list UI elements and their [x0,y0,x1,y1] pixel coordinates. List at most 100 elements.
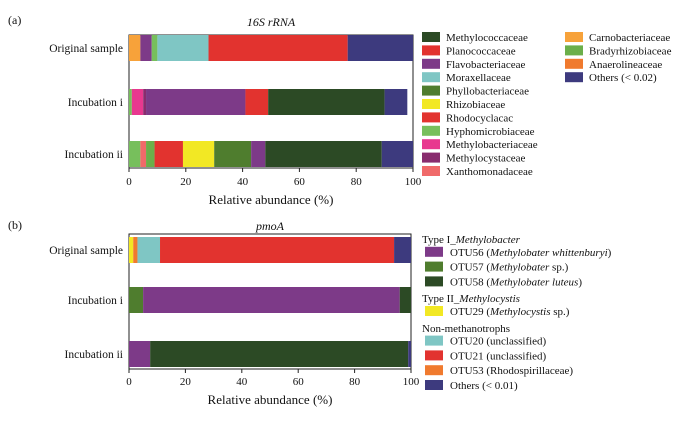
bar-segment-incubation-ii-phyllobacteriaceae [214,141,252,167]
category-label-original-sample: Original sample [49,43,123,55]
bar-segment-incubation-ii-otu56-methylobater-whittenburyi [129,341,151,367]
legend-label-otu20-unclassified: OTU20 (unclassified) [450,336,547,348]
legend-swatch-rhizobiaceae [422,99,440,109]
legend-label-bradyrhizobiaceae: Bradyrhizobiaceae [589,45,672,57]
bar-segment-original-sample-planococcaceae [208,35,348,61]
bar-segment-incubation-i-methylobacteriaceae [131,89,144,115]
x-tick-label-100: 100 [403,376,420,388]
x-axis-label: Relative abundance (%) [209,192,334,207]
legend-swatch-otu29-methylocystis [425,306,443,316]
legend-label-phyllobacteriaceae: Phyllobacteriaceae [446,86,529,98]
bar-segment-incubation-ii-planococcaceae [154,141,183,167]
bar-segment-incubation-i-planococcaceae [245,89,269,115]
bar-segment-incubation-i-otu58-methylobater-luteus [399,287,411,313]
category-label-incubation-i: Incubation i [68,97,123,109]
legend-label-rhodocyclacac: Rhodocyclacac [446,112,513,124]
x-tick-label-20: 20 [180,176,192,188]
bar-segment-incubation-i-hyphomicrobiaceae [129,89,132,115]
bar-segment-incubation-i-otu57-methylobater-sp [129,287,144,313]
bar-segment-incubation-ii-methylococcaceae [265,141,382,167]
legend-swatch-flavobacteriaceae [422,58,440,69]
legend-label-otu21-unclassified: OTU21 (unclassified) [450,350,547,362]
legend-swatch-planococcaceae [422,45,440,56]
legend-label-otu57-methylobater: OTU57 (Methylobater sp.) [450,262,569,274]
x-tick-label-20: 20 [180,376,192,388]
category-label-incubation-ii: Incubation ii [65,149,123,161]
legend-swatch-otu21-unclassified [425,350,443,361]
legend-swatch-methylococcaceae [422,32,440,42]
bar-segment-original-sample-flavobacteriaceae [140,35,152,61]
x-tick-label-40: 40 [236,376,248,388]
legend-label-others-0-01: Others (< 0.01) [450,380,518,392]
legend-label-anaerolineaceae: Anaerolineaceae [589,59,662,71]
bar-segment-original-sample-others-0-02 [347,35,413,61]
bar-segment-original-sample-hyphomicrobiaceae [151,35,158,61]
category-label-incubation-ii: Incubation ii [65,349,123,361]
legend-swatch-carnobacteriaceae [565,32,583,42]
bar-segment-original-sample-moraxellaceae [157,35,209,61]
chart-title: pmoA [255,219,285,233]
legend-swatch-phyllobacteriaceae [422,85,440,96]
bar-segment-original-sample-otu21-unclassified [160,237,395,263]
legend-label-hyphomicrobiaceae: Hyphomicrobiaceae [446,126,535,138]
legend-swatch-otu20-unclassified [425,335,443,346]
legend-swatch-hyphomicrobiaceae [422,125,440,136]
legend-swatch-methylobacteriaceae [422,139,440,150]
bar-segment-incubation-ii-flavobacteriaceae [251,141,266,167]
bar-segment-original-sample-others-0-01 [394,237,411,263]
legend-label-carnobacteriaceae: Carnobacteriaceae [589,32,670,44]
bar-segment-original-sample-carnobacteriaceae [129,35,141,61]
bar-segment-incubation-i-methylocystaceae [143,89,147,115]
bar-segment-original-sample-otu20-unclassified [137,237,161,263]
legend-swatch-bradyrhizobiaceae [565,45,583,56]
legend-swatch-otu53-rhodospirillaceae [425,365,443,376]
legend-label-otu56-methylobater-whittenburyi: OTU56 (Methylobater whittenburyi) [450,247,612,259]
legend-swatch-otu58-methylobater-luteus [425,276,443,287]
bar-segment-incubation-i-otu56-methylobater-whittenburyi [143,287,400,313]
legend-group-header-type-i-methylobacter: Type I_Methylobacter [422,234,521,246]
bar-segment-original-sample-otu53-rhodospirillaceae [133,237,138,263]
legend-swatch-anaerolineaceae [565,58,583,69]
x-tick-label-40: 40 [237,176,249,188]
x-tick-label-80: 80 [349,376,361,388]
legend-swatch-rhodocyclacac [422,112,440,123]
bar-segment-incubation-i-methylococcaceae [268,89,385,115]
legend-label-planococcaceae: Planococcaceae [446,45,516,57]
x-tick-label-0: 0 [126,376,132,388]
x-tick-label-60: 60 [294,176,306,188]
legend-group-header-non-methanotrophs: Non-methanotrophs [422,323,510,335]
legend-label-methylococcaceae: Methylococcaceae [446,32,528,44]
bar-segment-incubation-ii-hyphomicrobiaceae [129,141,141,167]
legend-label-rhizobiaceae: Rhizobiaceae [446,99,505,111]
legend-label-otu58-methylobater-luteus: OTU58 (Methylobater luteus) [450,276,582,288]
bar-segment-incubation-i-others-0-02 [384,89,408,115]
category-label-incubation-i: Incubation i [68,295,123,307]
bar-segment-incubation-ii-others-0-02 [381,141,413,167]
legend-swatch-otu57-methylobater [425,261,443,272]
legend-label-xanthomonadaceae: Xanthomonadaceae [446,166,533,178]
legend-label-methylobacteriaceae: Methylobacteriaceae [446,139,538,151]
chart-panel-a: (a) 16S rRNA Original sample Incubation i In… [8,13,422,207]
legend-swatch-others-0-02 [565,72,583,83]
bar-segment-incubation-i-flavobacteriaceae [146,89,246,115]
bar-segment-incubation-ii-bradyrhizobiaceae [146,141,155,167]
legend-label-otu29-methylocystis: OTU29 (Methylocystis sp.) [450,306,570,318]
legend-swatch-methylocystaceae [422,152,440,163]
x-tick-label-80: 80 [351,176,363,188]
legend-group-header-type-ii-methylocystis: Type II_Methylocystis [422,293,520,305]
bar-segment-incubation-ii-otu58-methylobater-luteus [150,341,409,367]
bar-segment-original-sample-otu29-methylocystis-sp [129,237,134,263]
bar-segment-incubation-ii-xanthomonadaceae [140,141,147,167]
bar-segment-incubation-ii-others-0-01 [408,341,411,367]
x-tick-label-60: 60 [293,376,305,388]
panel-label: (a) [8,13,21,27]
x-axis-label: Relative abundance (%) [208,392,333,407]
legend-label-otu53-rhodospirillaceae: OTU53 (Rhodospirillaceae) [450,365,573,377]
legend-label-methylocystaceae: Methylocystaceae [446,153,526,165]
legend-swatch-moraxellaceae [422,72,440,83]
bar-segment-incubation-ii-rhizobiaceae [182,141,215,167]
panel-label: (b) [8,218,22,232]
